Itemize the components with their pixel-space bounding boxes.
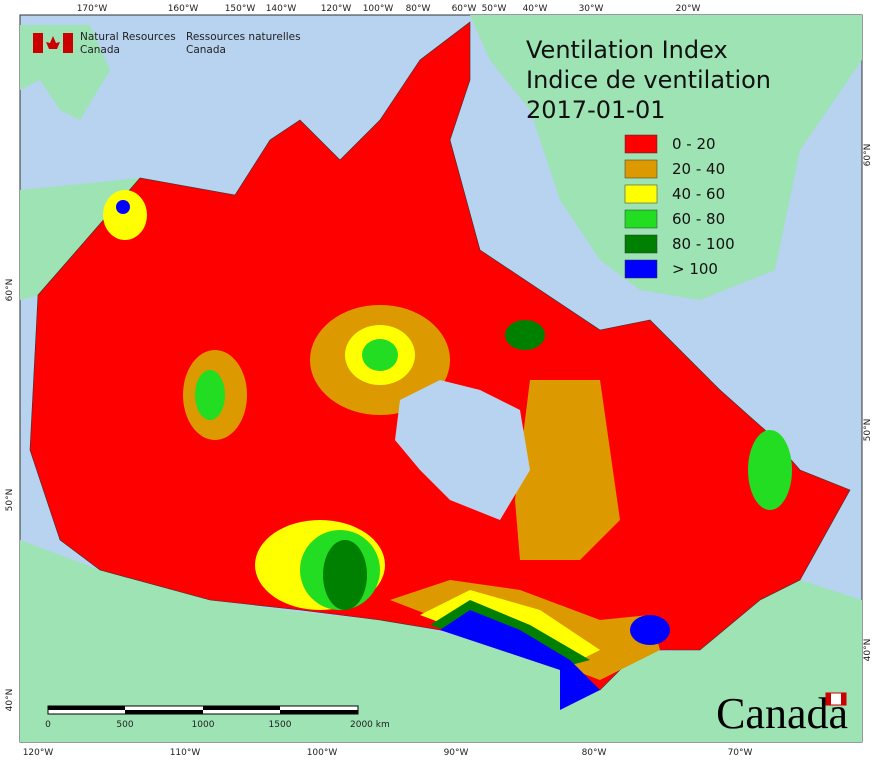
zone-over-100 [116, 200, 130, 214]
zone-40-60 [103, 190, 147, 240]
legend-swatch [624, 259, 658, 279]
agency-en: Canada [80, 44, 120, 56]
graticule-label: 140°W [266, 4, 297, 14]
agency-fr: Canada [186, 44, 226, 56]
graticule-label: 40°W [523, 4, 548, 14]
graticule-label: 170°W [77, 4, 108, 14]
legend-swatch [624, 209, 658, 229]
graticule-label: 50°N [5, 489, 15, 512]
zone-80-100 [505, 320, 545, 350]
zone-60-80 [195, 370, 225, 420]
zone-60-80 [362, 339, 398, 371]
graticule-label: 20°W [676, 4, 701, 14]
zone-20-40 [515, 380, 620, 560]
graticule-label: 30°W [579, 4, 604, 14]
graticule-label: 70°W [728, 748, 753, 758]
scale-label: 1000 [192, 720, 215, 730]
wordmark-flag [825, 692, 847, 706]
legend-swatch [624, 159, 658, 179]
graticule-label: 90°W [444, 748, 469, 758]
zone-over-100 [440, 610, 600, 710]
scale-label: 2000 km [350, 720, 390, 730]
scale-label: 1500 [269, 720, 292, 730]
legend-swatch [624, 234, 658, 254]
graticule-label: 160°W [168, 4, 199, 14]
date: 2017-01-01 [526, 96, 665, 124]
agency-en: Natural Resources [80, 31, 176, 43]
hudson-bay [395, 380, 530, 520]
legend-swatch [624, 184, 658, 204]
graticule-label: 120°W [321, 4, 352, 14]
scale-bar [47, 705, 359, 715]
graticule-label: 100°W [363, 4, 394, 14]
zone-80-100 [323, 540, 367, 610]
legend-label: 60 - 80 [672, 210, 725, 228]
legend-label: 80 - 100 [672, 235, 735, 253]
scale-label: 500 [116, 720, 133, 730]
graticule-label: 80°W [582, 748, 607, 758]
legend-label: 20 - 40 [672, 160, 725, 178]
legend-label: > 100 [672, 260, 718, 278]
greenland [470, 15, 862, 300]
scale-label: 0 [45, 720, 51, 730]
graticule-label: 60°N [5, 279, 15, 302]
graticule-label: 100°W [307, 748, 338, 758]
zone-60-80 [748, 430, 792, 510]
title: Indice de ventilation [526, 66, 771, 94]
legend-label: 40 - 60 [672, 185, 725, 203]
graticule-label: 60°N [863, 144, 873, 167]
flag [33, 33, 73, 53]
legend-swatch [624, 134, 658, 154]
agency-fr: Ressources naturelles [186, 31, 301, 43]
usa [20, 540, 862, 742]
graticule-label: 50°W [482, 4, 507, 14]
graticule-label: 110°W [170, 748, 201, 758]
title: Ventilation Index [526, 36, 728, 64]
graticule-label: 80°W [406, 4, 431, 14]
legend-label: 0 - 20 [672, 135, 716, 153]
graticule-label: 50°N [863, 419, 873, 442]
graticule-label: 60°W [452, 4, 477, 14]
zone-over-100 [630, 615, 670, 645]
graticule-label: 40°N [5, 689, 15, 712]
graticule-label: 40°N [863, 639, 873, 662]
graticule-label: 120°W [23, 748, 54, 758]
graticule-label: 150°W [225, 4, 256, 14]
